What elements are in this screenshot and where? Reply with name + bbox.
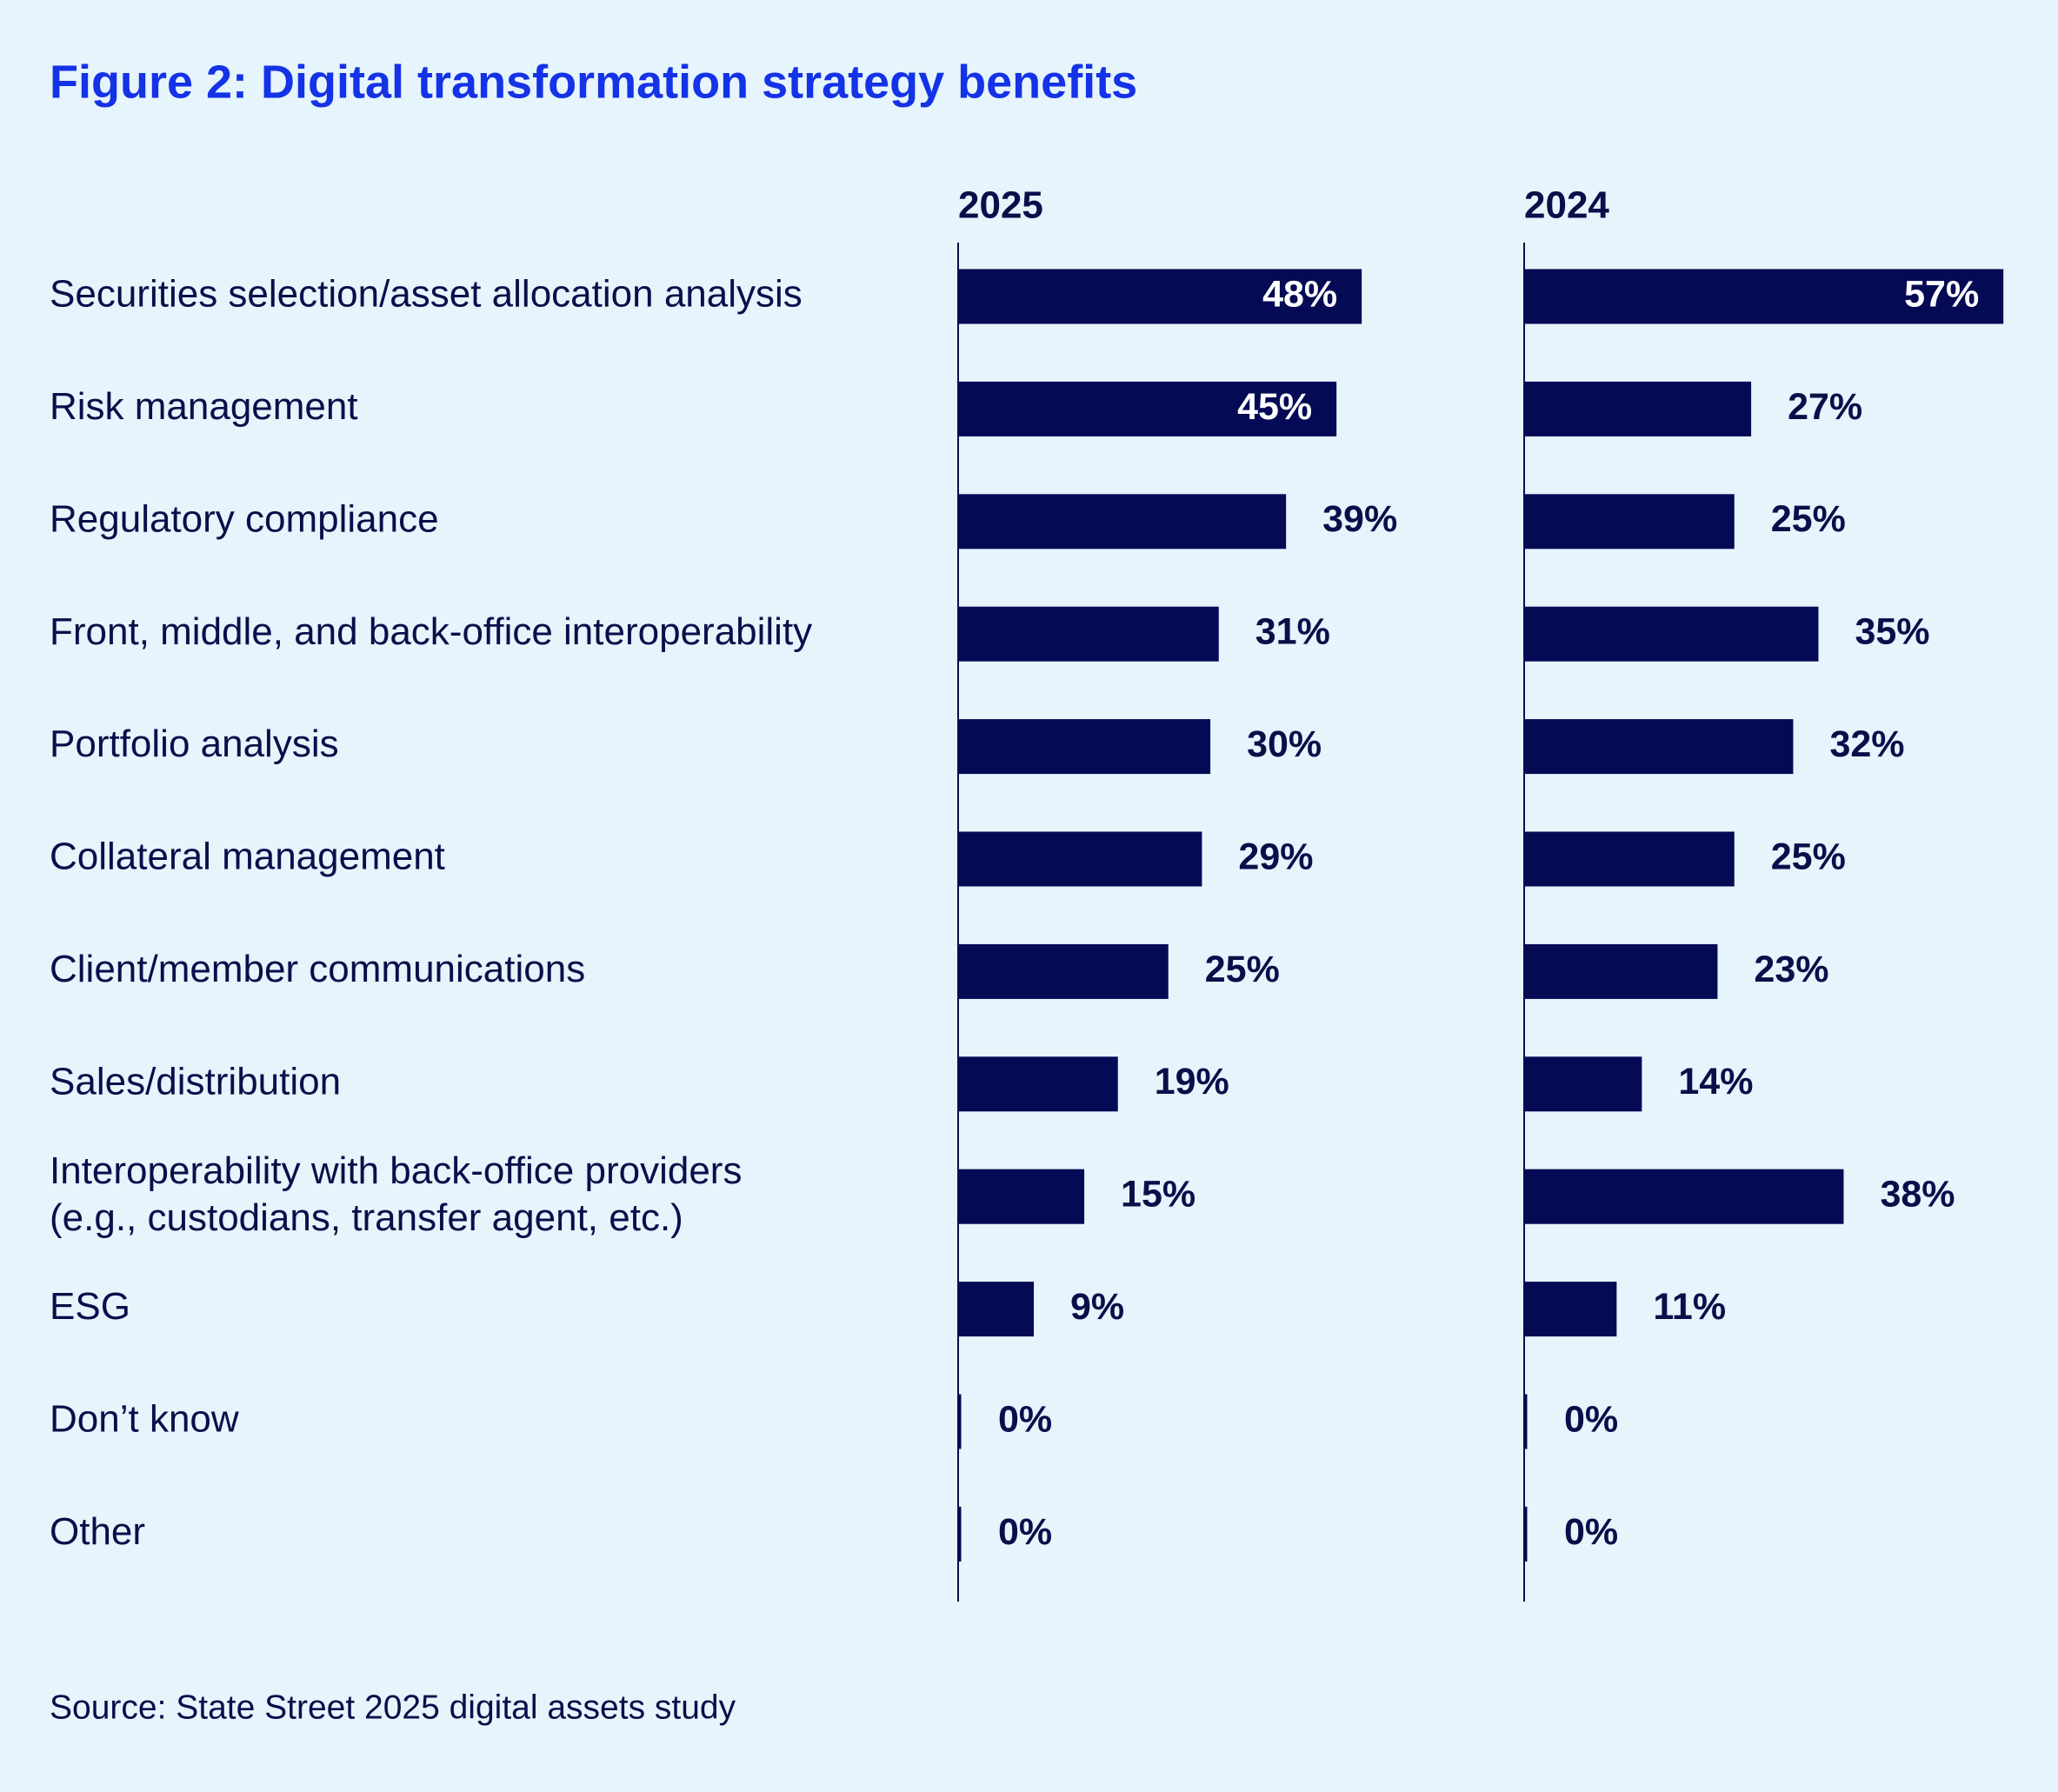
value-label: 14% [1678,1061,1753,1103]
bar [958,831,1202,887]
value-label: 57% [1904,273,1979,315]
value-label: 31% [1255,611,1330,653]
panel-header: 2025 [958,184,1043,227]
bar [958,719,1211,775]
value-label: 35% [1855,611,1929,653]
value-label: 15% [1121,1174,1196,1216]
value-label: 29% [1238,836,1313,877]
category-label: Risk management [50,385,358,428]
category-label: Sales/distribution [50,1060,341,1103]
bar [1524,719,1794,775]
category-label: Securities selection/asset allocation an… [50,273,803,316]
bar [958,1282,1035,1337]
value-label: 45% [1237,386,1312,428]
value-label: 25% [1205,949,1280,990]
value-label: 25% [1771,836,1846,877]
bar [1524,1056,1642,1112]
category-label: ESG [50,1285,130,1328]
category-label: Front, middle, and back-office interoper… [50,610,812,653]
value-label: 48% [1262,273,1337,315]
bar [1524,269,2004,324]
value-label: 9% [1070,1286,1124,1328]
bar [958,606,1219,662]
value-label: 25% [1771,498,1846,540]
bar [1524,381,1752,436]
value-label: 30% [1247,723,1322,765]
value-label: 32% [1829,723,1904,765]
category-label: Portfolio analysis [50,723,339,765]
value-label: 39% [1322,498,1397,540]
bar [958,381,1337,436]
value-label: 0% [1564,1511,1618,1553]
value-label: 0% [998,1398,1052,1440]
value-label: 38% [1880,1174,1955,1216]
bar [1524,943,1718,999]
bar [1524,1282,1617,1337]
category-label: Don’t know [50,1398,239,1441]
bar [958,943,1169,999]
category-label: Collateral management [50,836,445,878]
value-label: 11% [1653,1286,1726,1328]
value-label: 19% [1155,1061,1229,1103]
bar [958,1169,1085,1224]
panel-header: 2024 [1524,184,1609,227]
bar [1524,1169,1844,1224]
value-label: 27% [1788,386,1862,428]
bar [1524,831,1735,887]
bar [958,269,1362,324]
value-label: 0% [998,1511,1052,1553]
chart-title: Figure 2: Digital transformation strateg… [50,56,1137,108]
value-label: 0% [1564,1398,1618,1440]
value-label: 23% [1754,949,1828,990]
source-note: Source: State Street 2025 digital assets… [50,1689,736,1726]
bar [958,494,1287,550]
category-label: Regulatory compliance [50,497,439,540]
category-label: Other [50,1510,145,1553]
bar [1524,606,1819,662]
bar [1524,494,1735,550]
category-label: Interoperability with back-office provid… [50,1149,742,1239]
category-label: Client/member communications [50,948,585,990]
bar [958,1056,1118,1112]
